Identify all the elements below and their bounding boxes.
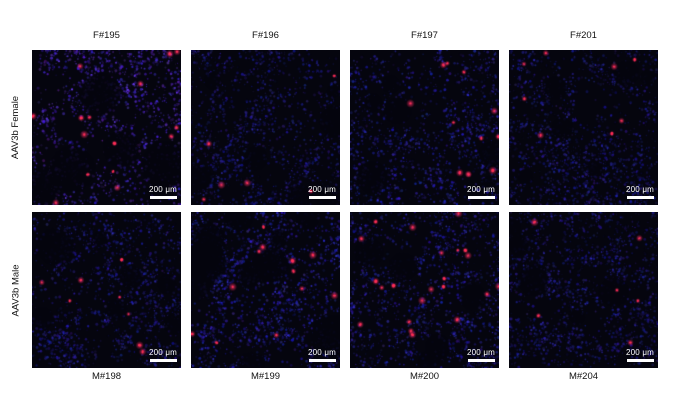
scale-bar: 200 μm [149, 349, 177, 362]
scale-bar-label: 200 μm [148, 185, 177, 194]
scale-bar: 200 μm [149, 186, 177, 199]
scale-bar-label: 200 μm [307, 348, 336, 357]
micrograph-canvas-m198 [32, 212, 181, 368]
scale-bar-label: 200 μm [307, 185, 336, 194]
micrograph-canvas-f197 [350, 50, 499, 205]
row-label-female: AAV3b Female [0, 50, 32, 205]
micrograph-canvas-f195 [32, 50, 181, 205]
micrograph-canvas-m199 [191, 212, 340, 368]
top-label-row: F#195 F#196 F#197 F#201 [32, 0, 700, 50]
male-micrograph-row: AAV3b Male 200 μm 200 μm 200 μm [11, 212, 700, 368]
micrograph-tile-m198: 200 μm [32, 212, 181, 368]
micrograph-tile-m204: 200 μm [509, 212, 658, 368]
micrograph-canvas-m204 [509, 212, 658, 368]
column-label-f197: F#197 [411, 30, 438, 41]
scale-bar-label: 200 μm [148, 348, 177, 357]
scale-bar: 200 μm [626, 349, 654, 362]
scale-bar-line [150, 359, 177, 362]
scale-bar-label: 200 μm [466, 348, 495, 357]
micrograph-canvas-f201 [509, 50, 658, 205]
scale-bar-line [627, 359, 654, 362]
row-label-female-text: AAV3b Female [10, 95, 22, 160]
column-label-m204: M#204 [568, 371, 599, 382]
micrograph-tile-f197: 200 μm [350, 50, 499, 205]
scale-bar-line [468, 196, 495, 199]
scale-bar-line [309, 359, 336, 362]
bottom-label-row: M#198 M#199 M#200 M#204 [32, 368, 700, 412]
scale-bar-line [468, 359, 495, 362]
row-label-male-text: AAV3b Male [10, 263, 22, 317]
scale-bar: 200 μm [308, 186, 336, 199]
micrograph-canvas-f196 [191, 50, 340, 205]
scale-bar: 200 μm [308, 349, 336, 362]
micrograph-tile-m199: 200 μm [191, 212, 340, 368]
column-label-f195: F#195 [93, 30, 120, 41]
micrograph-tile-m200: 200 μm [350, 212, 499, 368]
scale-bar: 200 μm [467, 349, 495, 362]
row-label-male: AAV3b Male [0, 212, 32, 368]
micrograph-tile-f195: 200 μm [32, 50, 181, 205]
column-label-f201: F#201 [570, 30, 597, 41]
scale-bar-label: 200 μm [466, 185, 495, 194]
scale-bar-label: 200 μm [625, 185, 654, 194]
scale-bar-label: 200 μm [625, 348, 654, 357]
column-label-m198: M#198 [91, 371, 122, 382]
micrograph-tile-f201: 200 μm [509, 50, 658, 205]
column-label-f196: F#196 [252, 30, 279, 41]
scale-bar-line [309, 196, 336, 199]
scale-bar: 200 μm [626, 186, 654, 199]
micrograph-canvas-m200 [350, 212, 499, 368]
scale-bar-line [150, 196, 177, 199]
column-label-m200: M#200 [409, 371, 440, 382]
micrograph-tile-f196: 200 μm [191, 50, 340, 205]
scale-bar: 200 μm [467, 186, 495, 199]
female-micrograph-row: AAV3b Female 200 μm 200 μm 200 μm [11, 50, 700, 205]
scale-bar-line [627, 196, 654, 199]
column-label-m199: M#199 [250, 371, 281, 382]
